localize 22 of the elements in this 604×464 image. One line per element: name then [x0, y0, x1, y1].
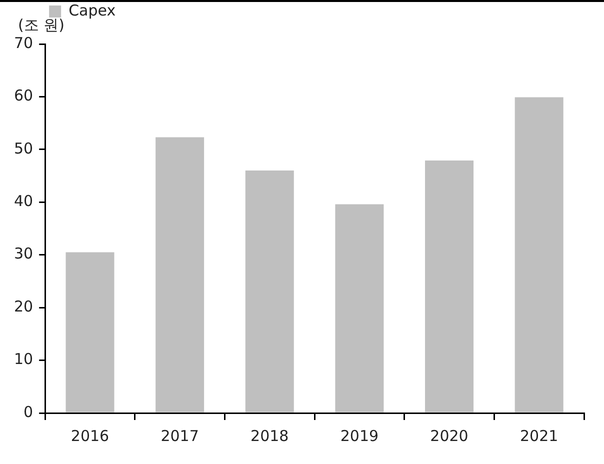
y-tick-label: 30 [14, 244, 34, 263]
x-tick-label: 2016 [70, 426, 110, 445]
y-tick-label: 0 [24, 402, 34, 421]
y-tick-label: 20 [14, 297, 34, 316]
x-tick-label: 2018 [250, 426, 289, 445]
bar [425, 160, 474, 412]
y-tick-label: 70 [14, 34, 34, 52]
x-tick-label: 2019 [340, 426, 379, 445]
y-tick-label: 40 [14, 192, 34, 210]
y-tick-label: 50 [14, 139, 34, 158]
y-tick-label: 60 [14, 86, 34, 105]
legend-label: Capex [68, 1, 116, 20]
x-tick-label: 2021 [520, 426, 558, 445]
bar [514, 97, 564, 412]
x-tick-label: 2017 [160, 426, 199, 445]
y-axis-title: (조 원) [18, 16, 64, 34]
bar [156, 137, 204, 412]
x-tick-label: 2020 [430, 426, 468, 445]
bar [245, 170, 294, 412]
bar [66, 252, 114, 412]
y-tick-label: 10 [14, 350, 34, 368]
bar [335, 204, 384, 412]
